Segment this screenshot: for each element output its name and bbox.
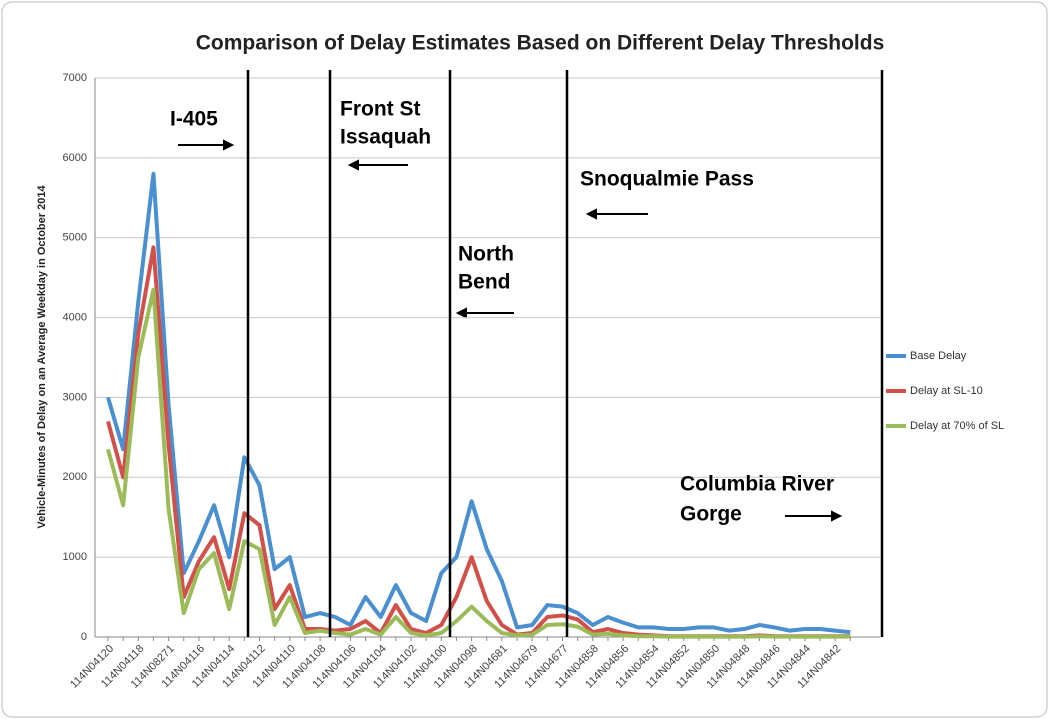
annotation: North bbox=[458, 243, 514, 266]
chart-title: Comparison of Delay Estimates Based on D… bbox=[196, 32, 885, 55]
y-tick-label: 5000 bbox=[63, 232, 87, 244]
y-tick-label: 1000 bbox=[63, 551, 87, 563]
arrows bbox=[178, 139, 843, 522]
y-tick-label: 0 bbox=[81, 631, 87, 643]
arrow-head bbox=[223, 139, 235, 151]
annotation: Columbia River bbox=[680, 473, 834, 496]
legend-label: Delay at 70% of SL bbox=[910, 420, 1004, 432]
annotation: Front St bbox=[340, 98, 420, 121]
y-tick-label: 4000 bbox=[63, 311, 87, 323]
arrow-head bbox=[585, 208, 597, 220]
arrow-head bbox=[455, 307, 467, 319]
y-axis-label: Vehicle-Minutes of Delay on an Average W… bbox=[36, 185, 48, 529]
section-dividers bbox=[246, 70, 884, 637]
annotation: I-405 bbox=[170, 108, 218, 131]
y-tick-label: 6000 bbox=[63, 152, 87, 164]
series-line bbox=[106, 171, 851, 635]
annotation: Issaquah bbox=[340, 126, 431, 149]
y-tick-label: 7000 bbox=[63, 72, 87, 84]
legend-label: Delay at SL-10 bbox=[910, 385, 983, 397]
y-tick-label: 3000 bbox=[63, 391, 87, 403]
y-tick-label: 2000 bbox=[63, 471, 87, 483]
series-line bbox=[106, 287, 851, 639]
arrow-head bbox=[831, 510, 843, 522]
legend-label: Base Delay bbox=[910, 350, 967, 362]
annotation: Bend bbox=[458, 271, 511, 294]
annotation: Snoqualmie Pass bbox=[580, 168, 754, 191]
arrow-head bbox=[347, 159, 359, 171]
annotation: Gorge bbox=[680, 503, 742, 526]
